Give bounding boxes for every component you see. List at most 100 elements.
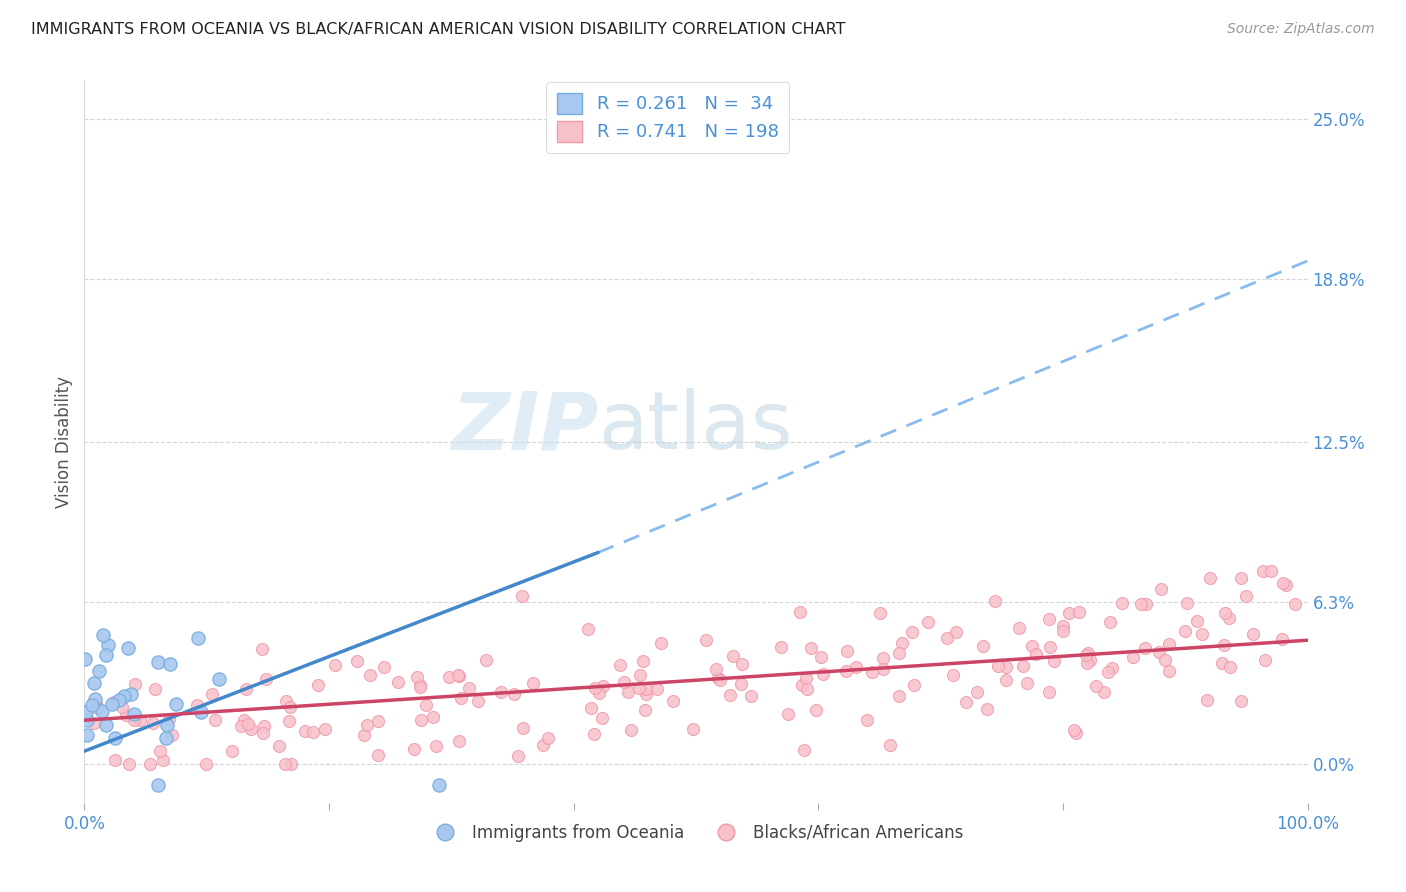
Point	[97, 638, 120, 652]
Point	[731, 657, 754, 671]
Point	[1080, 653, 1102, 667]
Point	[103, 753, 125, 767]
Point	[976, 701, 998, 715]
Point	[1043, 654, 1066, 668]
Point	[522, 676, 544, 690]
Point	[793, 743, 815, 757]
Point	[709, 673, 731, 687]
Point	[872, 662, 894, 676]
Point	[190, 705, 212, 719]
Point	[120, 688, 142, 702]
Point	[891, 635, 914, 649]
Point	[406, 670, 429, 684]
Point	[449, 669, 471, 683]
Point	[274, 757, 297, 772]
Point	[1039, 640, 1062, 654]
Point	[139, 757, 162, 772]
Point	[576, 622, 599, 636]
Point	[235, 681, 257, 696]
Point	[229, 719, 252, 733]
Point	[1025, 647, 1047, 661]
Point	[872, 651, 894, 665]
Point	[1241, 626, 1264, 640]
Point	[1021, 639, 1043, 653]
Point	[76, 728, 98, 742]
Point	[353, 728, 375, 742]
Point	[323, 657, 346, 672]
Point	[620, 723, 643, 737]
Point	[204, 714, 226, 728]
Point	[108, 693, 131, 707]
Point	[1076, 656, 1098, 670]
Point	[274, 694, 297, 708]
Point	[115, 708, 138, 723]
Point	[1038, 612, 1060, 626]
Point	[955, 695, 977, 709]
Point	[128, 713, 150, 727]
Point	[531, 739, 554, 753]
Point	[1198, 571, 1220, 585]
Point	[704, 662, 727, 676]
Point	[591, 711, 613, 725]
Point	[510, 589, 533, 603]
Point	[1211, 657, 1233, 671]
Point	[269, 739, 291, 754]
Point	[83, 716, 105, 731]
Point	[1015, 676, 1038, 690]
Point	[837, 643, 859, 657]
Point	[972, 639, 994, 653]
Point	[721, 649, 744, 664]
Point	[83, 675, 105, 690]
Point	[1111, 596, 1133, 610]
Point	[308, 678, 330, 692]
Point	[1038, 685, 1060, 699]
Point	[278, 700, 301, 714]
Point	[879, 738, 901, 752]
Point	[94, 648, 117, 662]
Point	[186, 698, 208, 713]
Point	[1150, 582, 1173, 596]
Point	[240, 722, 263, 736]
Point	[149, 744, 172, 758]
Point	[155, 731, 177, 746]
Point	[1097, 665, 1119, 680]
Point	[404, 742, 426, 756]
Point	[84, 697, 107, 711]
Point	[628, 681, 651, 696]
Point	[409, 713, 432, 727]
Point	[1157, 637, 1180, 651]
Point	[111, 700, 134, 714]
Point	[804, 703, 827, 717]
Text: Source: ZipAtlas.com: Source: ZipAtlas.com	[1227, 22, 1375, 37]
Point	[811, 667, 834, 681]
Point	[122, 706, 145, 721]
Point	[187, 631, 209, 645]
Point	[631, 654, 654, 668]
Point	[1012, 659, 1035, 673]
Point	[1260, 564, 1282, 578]
Point	[75, 652, 97, 666]
Point	[467, 694, 489, 708]
Point	[1271, 632, 1294, 647]
Point	[157, 712, 180, 726]
Point	[740, 690, 762, 704]
Point	[634, 682, 657, 697]
Point	[437, 669, 460, 683]
Point	[1275, 578, 1298, 592]
Point	[314, 722, 336, 736]
Point	[1076, 648, 1098, 663]
Point	[112, 690, 135, 704]
Point	[91, 628, 114, 642]
Point	[769, 640, 792, 655]
Point	[987, 659, 1010, 673]
Point	[208, 673, 231, 687]
Point	[966, 685, 988, 699]
Point	[165, 697, 187, 711]
Point	[582, 727, 605, 741]
Point	[156, 718, 179, 732]
Point	[1236, 590, 1258, 604]
Point	[1101, 661, 1123, 675]
Point	[810, 650, 832, 665]
Point	[142, 716, 165, 731]
Point	[152, 753, 174, 767]
